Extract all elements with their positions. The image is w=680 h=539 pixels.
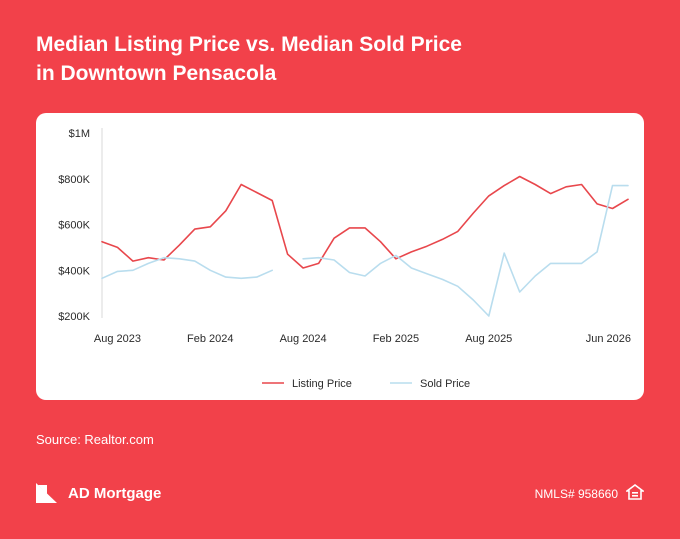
x-tick-label: Aug 2023 <box>94 333 141 345</box>
legend: Listing Price Sold Price <box>262 378 470 390</box>
source-note: Source: Realtor.com <box>36 432 154 447</box>
x-tick-label: Feb 2025 <box>373 333 419 345</box>
legend-label: Sold Price <box>420 378 470 390</box>
chart-title: Median Listing Price vs. Median Sold Pri… <box>36 30 636 88</box>
y-tick-label: $1M <box>69 128 90 140</box>
nmls: NMLS# 958660 <box>534 484 646 503</box>
brand-name: AD Mortgage <box>68 484 162 502</box>
x-tick-label: Aug 2024 <box>280 333 327 345</box>
x-tick-label: Aug 2025 <box>465 333 512 345</box>
title-line-1: Median Listing Price vs. Median Sold Pri… <box>36 33 462 56</box>
y-tick-label: $400K <box>58 265 90 277</box>
x-tick-label: Feb 2024 <box>187 333 233 345</box>
legend-label: Listing Price <box>292 378 352 390</box>
nmls-number: NMLS# 958660 <box>534 486 618 501</box>
brand: AD Mortgage <box>36 478 161 508</box>
series-line-listing-price <box>101 175 629 269</box>
y-axis-ticks: $200K $400K $600K $800K $1M <box>58 128 90 323</box>
equal-housing-icon <box>624 484 646 503</box>
y-tick-label: $600K <box>58 220 90 232</box>
series-group <box>101 175 629 317</box>
y-tick-label: $800K <box>58 174 90 186</box>
x-axis-ticks: Aug 2023 Feb 2024 Aug 2024 Feb 2025 Aug 2025… <box>94 333 631 345</box>
x-tick-label: Jun 2026 <box>586 333 631 345</box>
title-line-2: in Downtown Pensacola <box>36 62 277 85</box>
ad-mortgage-logo-icon <box>36 483 57 503</box>
series-line-sold-price <box>101 184 629 317</box>
chart-card: $200K $400K $600K $800K $1M Aug 2023 Feb 2024… <box>36 113 644 400</box>
line-chart: $200K $400K $600K $800K $1M Aug 2023 Feb 2024… <box>58 128 631 390</box>
y-tick-label: $200K <box>58 311 90 323</box>
